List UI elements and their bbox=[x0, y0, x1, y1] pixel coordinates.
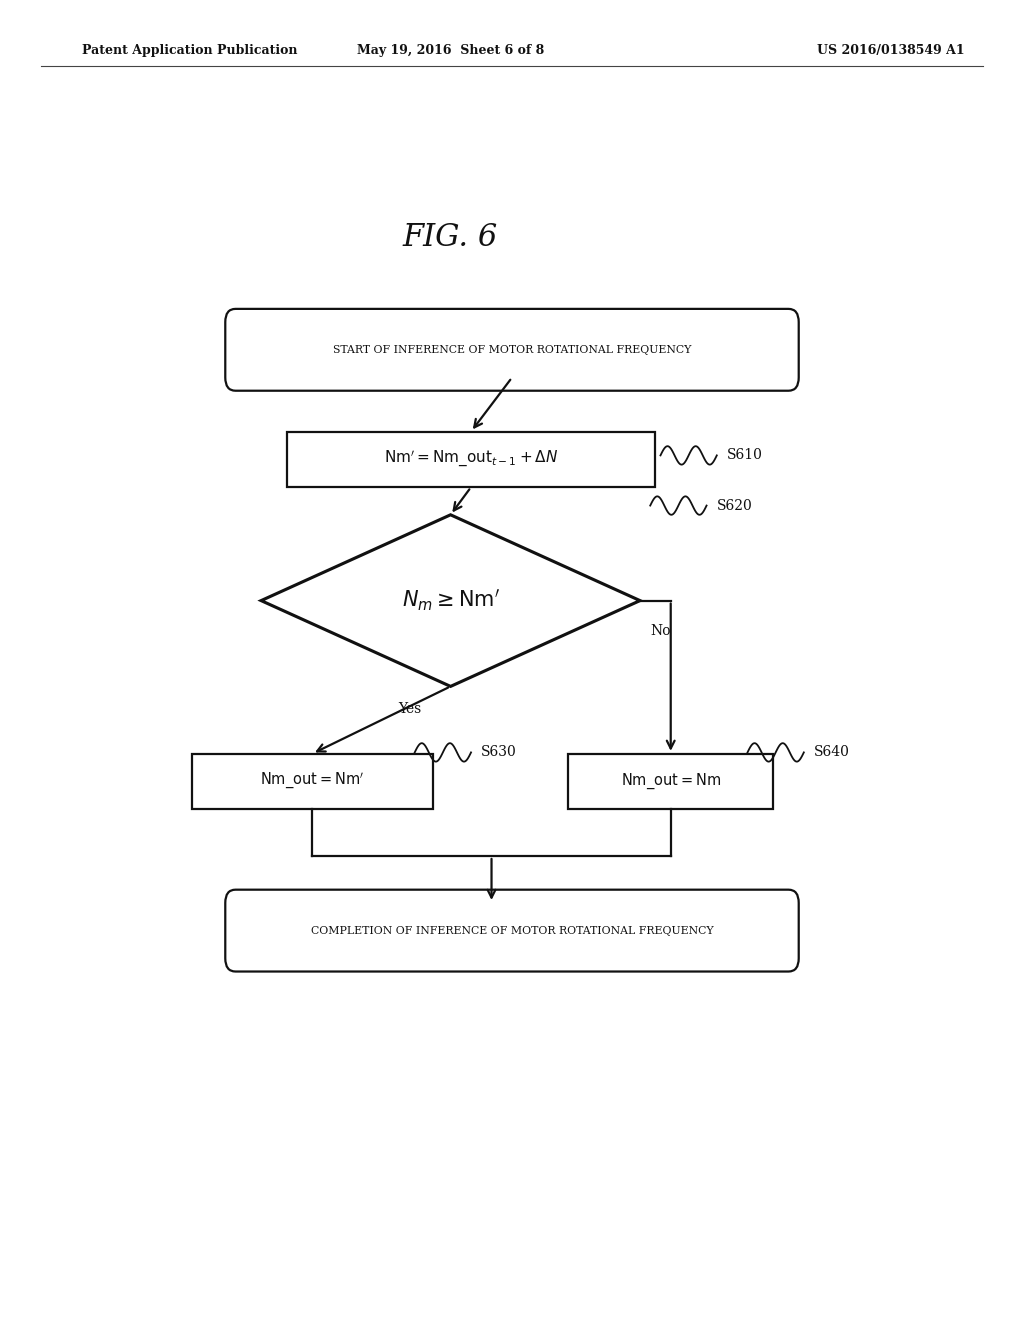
Bar bbox=[287, 432, 655, 487]
Text: $N_m \geq \mathrm{Nm}'$: $N_m \geq \mathrm{Nm}'$ bbox=[401, 587, 500, 614]
FancyBboxPatch shape bbox=[225, 309, 799, 391]
Text: S630: S630 bbox=[481, 746, 517, 759]
Text: START OF INFERENCE OF MOTOR ROTATIONAL FREQUENCY: START OF INFERENCE OF MOTOR ROTATIONAL F… bbox=[333, 345, 691, 355]
Bar bbox=[568, 754, 773, 809]
Text: S620: S620 bbox=[717, 499, 753, 512]
Text: No: No bbox=[650, 624, 671, 639]
Polygon shape bbox=[261, 515, 640, 686]
Text: $\mathrm{Nm\_out} = \mathrm{Nm}$: $\mathrm{Nm\_out} = \mathrm{Nm}$ bbox=[621, 772, 721, 791]
Text: FIG. 6: FIG. 6 bbox=[402, 222, 499, 253]
Text: $\mathrm{Nm}' = \mathrm{Nm\_out}_{t-1} + \Delta N$: $\mathrm{Nm}' = \mathrm{Nm\_out}_{t-1} +… bbox=[384, 449, 558, 470]
Text: May 19, 2016  Sheet 6 of 8: May 19, 2016 Sheet 6 of 8 bbox=[357, 44, 544, 57]
Text: US 2016/0138549 A1: US 2016/0138549 A1 bbox=[817, 44, 965, 57]
Text: S610: S610 bbox=[727, 449, 763, 462]
Text: $\mathrm{Nm\_out} = \mathrm{Nm}'$: $\mathrm{Nm\_out} = \mathrm{Nm}'$ bbox=[260, 771, 365, 792]
Bar bbox=[193, 754, 432, 809]
Text: Patent Application Publication: Patent Application Publication bbox=[82, 44, 297, 57]
Text: COMPLETION OF INFERENCE OF MOTOR ROTATIONAL FREQUENCY: COMPLETION OF INFERENCE OF MOTOR ROTATIO… bbox=[310, 925, 714, 936]
Text: Yes: Yes bbox=[398, 702, 421, 717]
FancyBboxPatch shape bbox=[225, 890, 799, 972]
Text: S640: S640 bbox=[814, 746, 850, 759]
